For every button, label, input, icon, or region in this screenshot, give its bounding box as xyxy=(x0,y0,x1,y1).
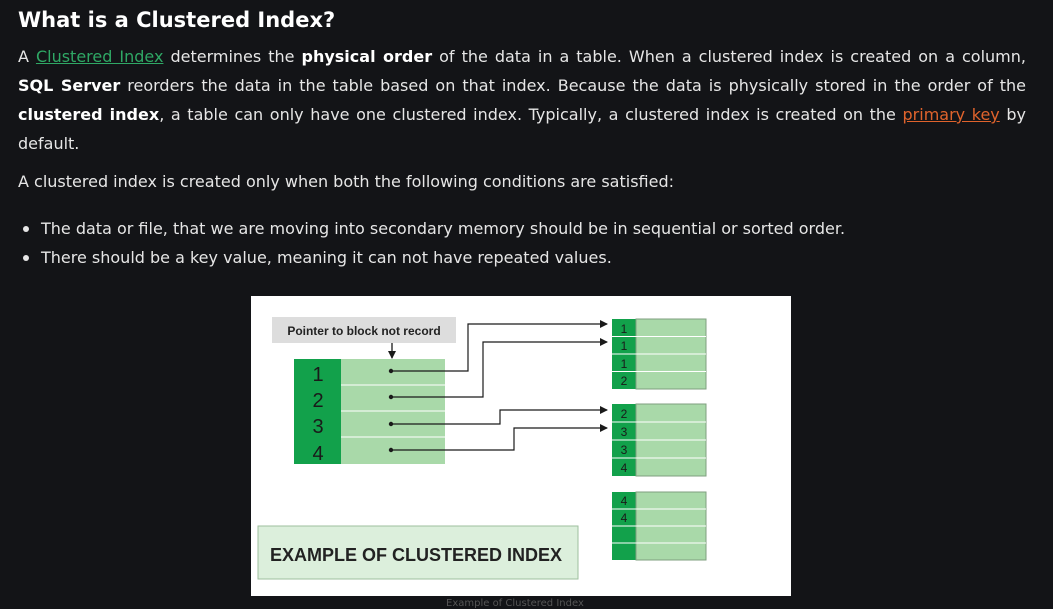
index-key-cell xyxy=(294,437,341,464)
clustered-index-diagram: Pointer to block not record 1 2 3 4 xyxy=(251,296,791,596)
pointer-arrow xyxy=(391,320,608,372)
block-key: 1 xyxy=(621,339,628,353)
primary-key-link[interactable]: primary key xyxy=(902,105,1000,124)
index-key-cell xyxy=(294,411,341,437)
index-key: 2 xyxy=(312,390,323,412)
index-table: 1 2 3 4 xyxy=(294,359,445,465)
diagram-title-box xyxy=(257,525,579,580)
block-key: 3 xyxy=(621,425,628,439)
pointer-arrow xyxy=(391,338,608,398)
block-key: 2 xyxy=(621,374,628,388)
pointer-arrow xyxy=(391,406,608,425)
block-key: 1 xyxy=(621,357,628,371)
diagram-caption: Example of Clustered Index xyxy=(446,598,584,609)
intro-text: reorders the data in the table based on … xyxy=(120,76,1027,95)
clustered-index-link[interactable]: Clustered Index xyxy=(35,47,164,66)
conditions-list: The data or file, that we are moving int… xyxy=(18,214,845,272)
block-key: 1 xyxy=(621,322,628,336)
section-heading: What is a Clustered Index? xyxy=(18,8,336,32)
intro-text: , a table can only have one clustered in… xyxy=(159,105,903,124)
diagram-svg: Pointer to block not record 1 2 3 4 xyxy=(257,317,707,580)
pointer-arrow xyxy=(391,424,608,451)
intro-text: determines the xyxy=(163,47,302,66)
data-block: 1 1 1 2 xyxy=(612,318,707,390)
bold-physical-order: physical order xyxy=(301,47,433,66)
pointer-label: Pointer to block not record xyxy=(287,324,440,338)
intro-text: A xyxy=(18,47,36,66)
intro-paragraph: A Clustered Index determines the physica… xyxy=(18,42,1026,158)
pointer-label-box xyxy=(272,317,456,343)
diagram-title: EXAMPLE OF CLUSTERED INDEX xyxy=(270,545,562,565)
index-key-cell xyxy=(294,385,341,411)
data-block: 2 3 3 4 xyxy=(612,403,707,477)
bold-sql-server: SQL Server xyxy=(18,76,121,95)
index-key: 1 xyxy=(312,364,323,386)
block-key: 4 xyxy=(621,461,628,475)
conditions-intro: A clustered index is created only when b… xyxy=(18,172,674,191)
bold-clustered-index: clustered index xyxy=(18,105,160,124)
intro-text: of the data in a table. When a clustered… xyxy=(432,47,1026,66)
block-key: 4 xyxy=(621,511,628,525)
block-key: 3 xyxy=(621,443,628,457)
block-key: 2 xyxy=(621,407,628,421)
list-item: There should be a key value, meaning it … xyxy=(18,243,845,272)
index-key: 4 xyxy=(312,443,323,465)
index-key: 3 xyxy=(312,416,323,438)
block-key: 4 xyxy=(621,494,628,508)
intro-text: by default. xyxy=(18,105,1027,153)
index-key-cell xyxy=(294,359,341,385)
list-item: The data or file, that we are moving int… xyxy=(18,214,845,243)
data-block: 4 4 xyxy=(612,491,707,561)
